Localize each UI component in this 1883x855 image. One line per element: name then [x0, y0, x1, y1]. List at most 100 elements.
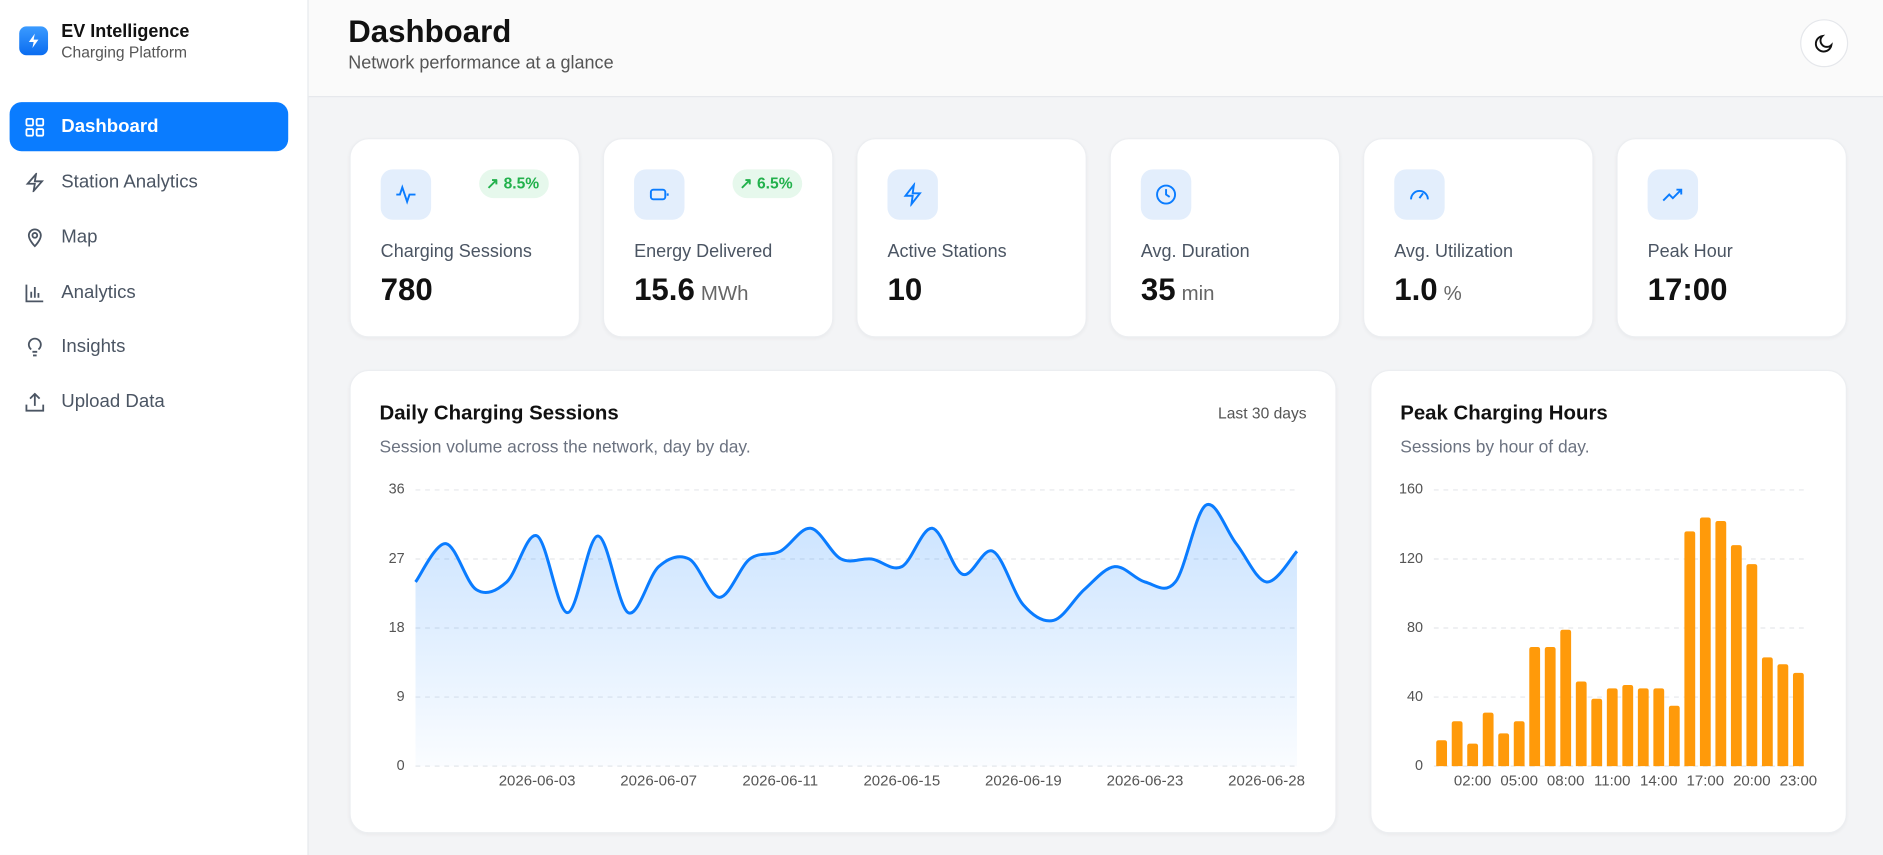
kpi-label: Avg. Duration [1140, 241, 1250, 262]
nav-item[interactable]: Analytics [10, 268, 289, 317]
kpi-label: Avg. Utilization [1394, 241, 1514, 262]
bar [1467, 743, 1479, 767]
bar [1451, 721, 1463, 767]
bar [1575, 681, 1587, 767]
kpi-card: Avg. Duration 35 min [1109, 138, 1341, 338]
kpi-unit: min [1181, 282, 1215, 306]
kpi-value: 35 min [1141, 271, 1215, 308]
bar [1529, 647, 1541, 767]
nav-label: Analytics [61, 281, 136, 303]
header: Dashboard Network performance at a glanc… [308, 0, 1883, 98]
x-tick-label: 2026-06-19 [985, 773, 1062, 790]
bar [1482, 712, 1494, 767]
kpi-card: Avg. Utilization 1.0% [1363, 138, 1594, 338]
x-tick-label: 08:00 [1547, 773, 1585, 790]
kpi-change-value: 8.5% [503, 174, 540, 193]
y-tick-label: 9 [397, 689, 405, 705]
x-tick-label: 11:00 [1594, 773, 1630, 790]
nav-label: Insights [61, 335, 126, 357]
x-tick-label: 2026-06-03 [499, 773, 576, 790]
nav-label: Station Analytics [61, 171, 198, 192]
nav-item[interactable]: Insights [10, 322, 289, 371]
kpi-label: Charging Sessions [380, 241, 532, 262]
area [415, 504, 1297, 767]
line [414, 503, 1299, 623]
kpi-label: Active Stations [887, 241, 1007, 262]
bar [1606, 688, 1618, 767]
bar [1792, 672, 1804, 767]
kpi-label: Peak Hour [1647, 241, 1733, 262]
bar [1715, 520, 1727, 767]
kpi-unit: MWh [700, 282, 749, 306]
kpi-change: ↗ 8.5% [478, 169, 549, 199]
bar [1622, 684, 1634, 767]
bar [1591, 698, 1603, 767]
bar [1777, 664, 1789, 767]
y-tick-label: 80 [1407, 620, 1423, 636]
kpi-value: 1.0% [1394, 271, 1462, 308]
chart-title: Daily Charging Sessions [379, 403, 618, 425]
kpi-change: ↗ 6.5% [732, 169, 803, 199]
bar [1498, 733, 1510, 767]
bar [1668, 705, 1680, 767]
nav-item[interactable]: Station Analytics [10, 157, 289, 206]
nav-label: Map [61, 226, 98, 247]
bar [1560, 629, 1572, 767]
page-title: Dashboard [348, 13, 512, 50]
nav-label: Dashboard [61, 115, 159, 137]
logo [19, 26, 49, 56]
x-tick-label: 20:00 [1733, 773, 1771, 790]
bar [1761, 657, 1773, 767]
page-subtitle: Network performance at a glance [348, 52, 614, 74]
chart-subtitle: Sessions by hour of day. [1400, 436, 1589, 456]
y-tick-label: 0 [1415, 758, 1423, 774]
x-tick-label: 2026-06-23 [1107, 773, 1184, 790]
x-tick-label: 14:00 [1640, 773, 1678, 790]
kpi-number: 35 [1140, 271, 1176, 308]
bar [1513, 721, 1525, 767]
x-tick-label: 2026-06-15 [863, 773, 940, 790]
kpi-change-value: 6.5% [756, 174, 793, 193]
brand: EV Intelligence [61, 21, 190, 43]
x-tick-label: 02:00 [1454, 773, 1492, 790]
x-tick-label: 23:00 [1780, 773, 1818, 790]
kpi-number: 1.0 [1394, 271, 1438, 308]
y-tick-label: 120 [1399, 551, 1423, 567]
x-tick-label: 2026-06-28 [1228, 773, 1305, 790]
kpi-card: Peak Hour 17:00 [1616, 138, 1847, 338]
tagline: Charging Platform [61, 43, 188, 62]
x-tick-label: 05:00 [1500, 773, 1538, 790]
y-tick-label: 18 [389, 620, 405, 636]
sidebar: EV Intelligence Charging Platform Dashbo… [0, 0, 309, 855]
nav-item[interactable]: Map [10, 213, 289, 262]
kpi-value: 10 [887, 271, 923, 308]
kpi-value: 17:00 [1647, 271, 1728, 308]
bar [1699, 517, 1711, 767]
chart-subtitle: Session volume across the network, day b… [379, 436, 750, 456]
chart-title: Peak Charging Hours [1400, 403, 1608, 425]
bar [1746, 564, 1758, 767]
kpi-card: Active Stations 10 [856, 138, 1087, 338]
y-tick-label: 160 [1399, 482, 1423, 498]
kpi-card: ↗ 6.5% Energy Delivered 15.6 MWh [602, 138, 834, 338]
y-tick-label: 36 [389, 482, 405, 498]
nav-label: Upload Data [61, 390, 165, 412]
kpi-value: 15.6 MWh [634, 271, 748, 308]
kpi-card: ↗ 8.5% Charging Sessions 780 [349, 138, 581, 338]
chart-period: Last 30 days [1218, 405, 1307, 422]
bar [1436, 740, 1448, 767]
bar [1544, 647, 1556, 767]
kpi-label: Energy Delivered [634, 241, 773, 262]
bar [1730, 545, 1742, 767]
kpi-value: 780 [380, 271, 433, 308]
theme-toggle[interactable] [1800, 19, 1849, 68]
bar [1684, 531, 1696, 767]
y-tick-label: 40 [1407, 689, 1423, 705]
nav-item[interactable]: Dashboard [9, 102, 289, 152]
x-tick-label: 17:00 [1687, 773, 1725, 790]
bar [1653, 688, 1665, 767]
y-tick-label: 0 [397, 758, 405, 774]
nav-item[interactable]: Upload Data [10, 377, 289, 426]
